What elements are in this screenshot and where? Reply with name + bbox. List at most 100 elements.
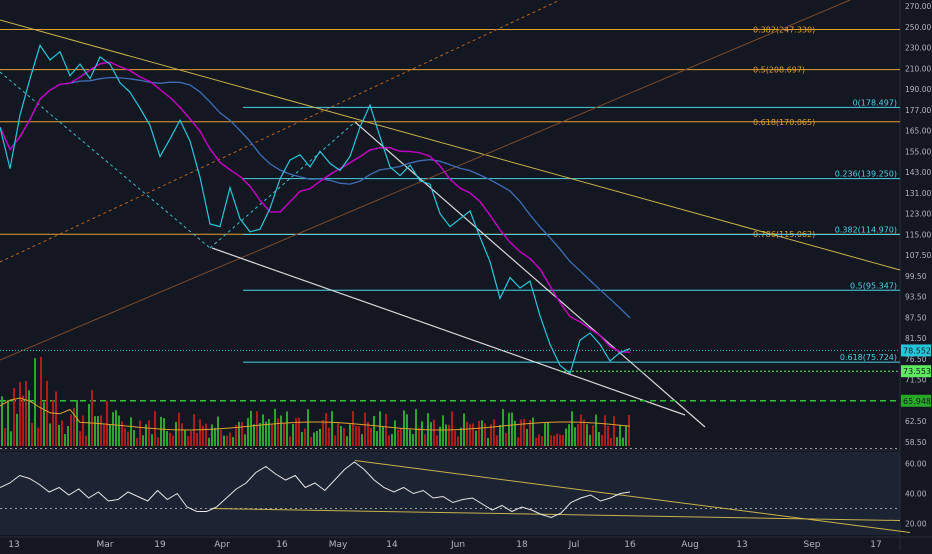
volume-bar [271, 424, 273, 446]
volume-bar [16, 413, 18, 446]
volume-bar [55, 391, 57, 446]
volume-bar [475, 430, 477, 446]
volume-bar [346, 436, 348, 446]
volume-bar [400, 428, 402, 446]
y-tick-label: 270.00 [905, 2, 931, 11]
volume-bar [352, 410, 354, 446]
volume-bar [610, 437, 612, 446]
volume-bar [22, 395, 24, 446]
x-tick-label: Mar [97, 540, 114, 550]
volume-bar [535, 437, 537, 446]
volume-bar [520, 419, 522, 446]
y-tick-label: 143.00 [905, 168, 931, 177]
volume-bar [169, 432, 171, 446]
volume-bar [421, 421, 423, 446]
volume-bar [598, 431, 600, 446]
volume-bar [484, 423, 486, 446]
volume-bar [34, 358, 36, 446]
x-tick-label: Sep [804, 540, 821, 550]
x-tick-label: 16 [276, 540, 288, 550]
volume-bar [43, 402, 45, 446]
volume-bar [40, 356, 42, 446]
volume-bar [52, 400, 54, 446]
volume-bar [202, 425, 204, 446]
volume-bar [574, 427, 576, 446]
y-tick-label: 76.50 [905, 355, 927, 364]
x-tick-label: Jul [568, 540, 580, 550]
volume-bar [133, 429, 135, 446]
volume-bar [130, 417, 132, 446]
volume-bar [514, 420, 516, 446]
volume-bar [331, 411, 333, 446]
x-tick-label: 13 [736, 540, 747, 550]
volume-bar [343, 428, 345, 446]
x-tick-label: 19 [154, 540, 166, 550]
volume-bar [469, 424, 471, 446]
volume-bar [319, 428, 321, 446]
price-tag-bg [901, 394, 931, 407]
x-tick-label: Apr [214, 540, 230, 550]
volume-bar [106, 400, 108, 446]
ma-slow-line [0, 76, 631, 319]
volume-bar [250, 410, 252, 446]
volume-bar [172, 435, 174, 446]
volume-bar [295, 418, 297, 446]
volume-bar [487, 437, 489, 446]
x-tick-label: 14 [386, 540, 398, 550]
volume-bar [19, 382, 21, 446]
volume-bar [283, 422, 285, 446]
volume-bar [544, 423, 546, 446]
volume-bar [505, 432, 507, 446]
volume-bar [382, 426, 384, 446]
volume-bar [118, 415, 120, 446]
osc-y-tick-label: 60.00 [905, 460, 927, 469]
volume-bar [547, 422, 549, 446]
volume-bar [553, 435, 555, 446]
volume-bar [559, 434, 561, 446]
volume-bar [280, 415, 282, 446]
volume-bar [439, 426, 441, 446]
volume-bar [109, 424, 111, 446]
volume-bar [538, 434, 540, 446]
volume-bar [622, 437, 624, 446]
volume-bar [268, 418, 270, 446]
x-tick-label: 13 [8, 540, 19, 550]
volume-bar [616, 437, 618, 446]
volume-bar [244, 434, 246, 446]
volume-bar [481, 420, 483, 446]
volume-bar [70, 414, 72, 446]
volume-bar [220, 429, 222, 446]
volume-bar [568, 424, 570, 446]
price-tag-label: 73.553 [903, 367, 931, 376]
volume-bar [550, 435, 552, 446]
price-tag-label: 65.948 [903, 397, 931, 406]
volume-bar [238, 421, 240, 446]
volume-bar [46, 380, 48, 446]
volume-bar [577, 424, 579, 446]
volume-bar [607, 426, 609, 446]
volume-bar [58, 424, 60, 446]
volume-bar [229, 432, 231, 446]
volume-bar [541, 436, 543, 446]
volume-bar [247, 418, 249, 446]
trendline-orange-dashed [0, 0, 561, 263]
volume-bar [166, 431, 168, 446]
y-tick-label: 93.50 [905, 293, 927, 302]
volume-bar [367, 421, 369, 446]
fib-cyan-label: 0.236(139.250) [835, 170, 897, 179]
volume-bar [391, 433, 393, 446]
volume-bar [385, 413, 387, 446]
volume-bar [445, 424, 447, 446]
volume-bar [364, 412, 366, 446]
y-tick-label: 99.50 [905, 272, 927, 281]
volume-bar [151, 434, 153, 446]
volume-bar [580, 414, 582, 446]
volume-bar [379, 411, 381, 446]
volume-bar [583, 419, 585, 446]
volume-bar [373, 416, 375, 446]
volume-bar [454, 430, 456, 446]
volume-bar [529, 420, 531, 446]
x-tick-label: 17 [870, 540, 881, 550]
